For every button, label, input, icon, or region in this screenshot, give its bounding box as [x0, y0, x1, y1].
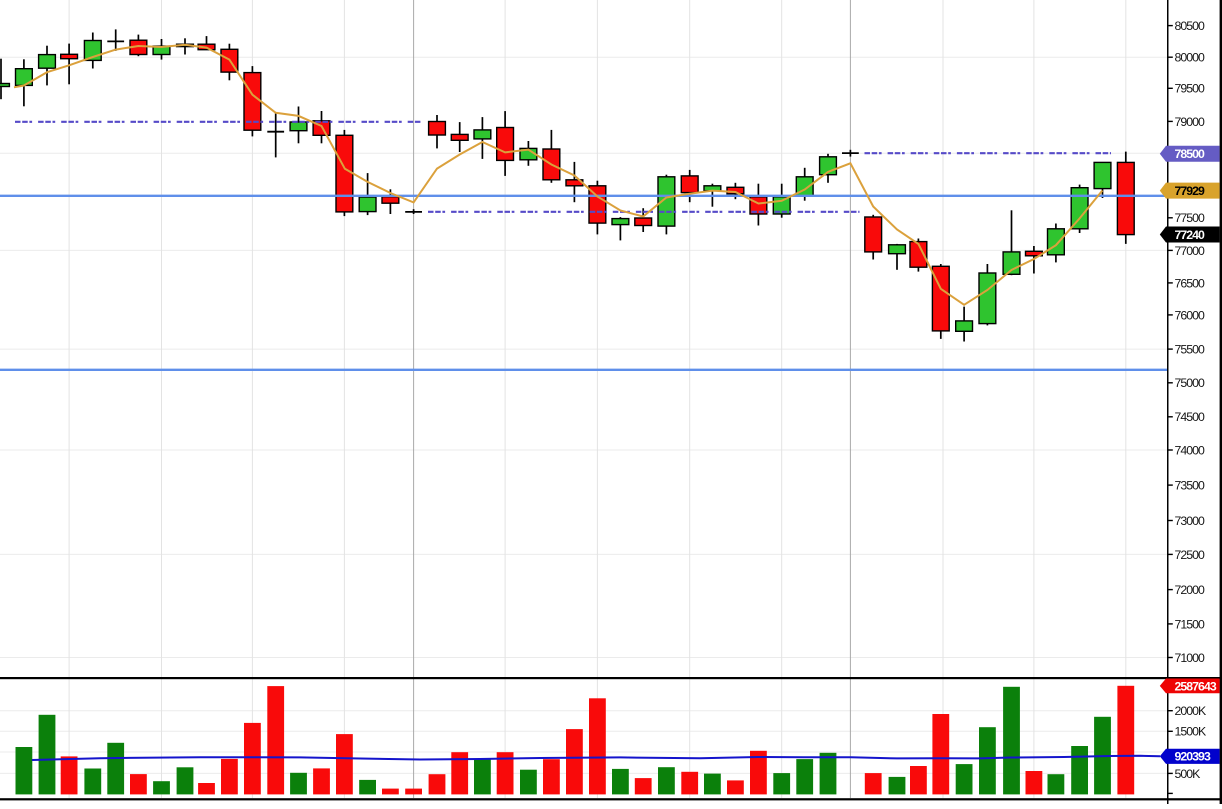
svg-text:71500: 71500: [1175, 617, 1206, 631]
svg-text:72500: 72500: [1175, 548, 1206, 562]
svg-text:74000: 74000: [1175, 443, 1206, 457]
svg-text:79500: 79500: [1175, 82, 1206, 96]
svg-text:74500: 74500: [1175, 410, 1206, 424]
svg-text:77240: 77240: [1175, 228, 1206, 242]
svg-text:2587643: 2587643: [1175, 679, 1217, 693]
svg-text:78500: 78500: [1175, 147, 1206, 161]
svg-text:76000: 76000: [1175, 308, 1206, 322]
svg-text:80500: 80500: [1175, 19, 1206, 33]
svg-text:79000: 79000: [1175, 115, 1206, 129]
svg-text:77500: 77500: [1175, 211, 1206, 225]
svg-text:2000K: 2000K: [1175, 704, 1208, 718]
svg-text:500K: 500K: [1175, 767, 1202, 781]
svg-text:72000: 72000: [1175, 583, 1206, 597]
svg-text:920393: 920393: [1175, 750, 1211, 764]
svg-text:73000: 73000: [1175, 514, 1206, 528]
svg-text:77929: 77929: [1175, 184, 1206, 198]
svg-text:73500: 73500: [1175, 479, 1206, 493]
svg-text:71000: 71000: [1175, 651, 1206, 665]
svg-text:1500K: 1500K: [1175, 725, 1208, 739]
svg-text:80000: 80000: [1175, 51, 1206, 65]
svg-text:75000: 75000: [1175, 376, 1206, 390]
svg-text:77000: 77000: [1175, 244, 1206, 258]
svg-text:75500: 75500: [1175, 343, 1206, 357]
svg-text:76500: 76500: [1175, 276, 1206, 290]
